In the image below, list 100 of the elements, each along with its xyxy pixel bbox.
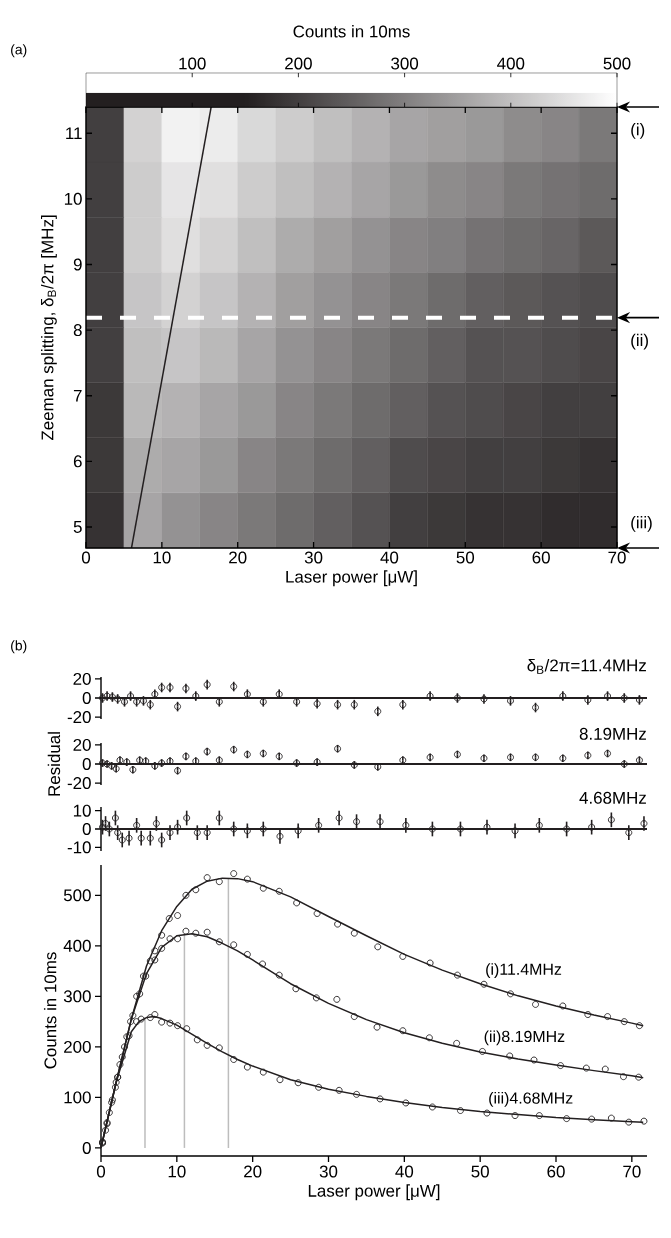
color-bar-label: 300 xyxy=(391,57,419,70)
point xyxy=(133,992,141,1000)
point xyxy=(174,1022,182,1030)
point xyxy=(625,1118,633,1126)
color-bar-label: 400 xyxy=(497,57,525,70)
point xyxy=(129,1012,137,1019)
y-axis-title: Zeeman splitting, δ$_{B}$/2π [MHz] xyxy=(41,215,57,441)
point xyxy=(335,1086,343,1094)
point xyxy=(118,1053,126,1061)
point xyxy=(142,972,150,980)
point xyxy=(183,1025,191,1033)
point xyxy=(111,814,119,822)
point xyxy=(276,1076,284,1084)
x-tick-label: 70 xyxy=(608,551,626,564)
y-axis-title: Residual xyxy=(47,732,61,796)
point xyxy=(353,1090,361,1098)
y-tick-label: 400 xyxy=(63,939,91,952)
point xyxy=(137,1015,145,1023)
x-tick-label: 10 xyxy=(168,1165,186,1178)
point xyxy=(294,1079,302,1087)
y-tick-label: 5 xyxy=(73,521,82,533)
y-tick-label: -20 xyxy=(67,711,91,724)
point xyxy=(293,899,301,907)
y-tick-label: 0 xyxy=(82,1141,91,1154)
chart-title: δ$_{B}$/2π=11.4MHz xyxy=(527,658,646,674)
point xyxy=(151,947,159,955)
y-tick-label: -20 xyxy=(67,777,91,790)
point xyxy=(402,821,410,829)
point xyxy=(334,920,342,928)
point xyxy=(146,957,154,965)
point xyxy=(137,834,145,842)
point xyxy=(152,820,160,827)
point xyxy=(111,1083,119,1091)
point xyxy=(350,929,358,937)
point xyxy=(557,1062,564,1070)
point xyxy=(559,1002,567,1010)
point xyxy=(532,1000,539,1008)
y-tick-label: 7 xyxy=(73,389,82,402)
point xyxy=(165,915,173,922)
x-tick-label: 70 xyxy=(623,1165,641,1178)
point xyxy=(399,1027,407,1035)
point xyxy=(140,972,147,980)
point xyxy=(315,1083,323,1091)
point xyxy=(620,1018,628,1026)
point xyxy=(112,1078,120,1086)
point xyxy=(108,1096,116,1104)
point xyxy=(158,931,166,939)
x-tick-label: 50 xyxy=(471,1165,489,1178)
point xyxy=(511,1112,519,1120)
point xyxy=(230,870,238,878)
point xyxy=(506,1052,514,1060)
point xyxy=(428,825,436,833)
point xyxy=(426,959,434,967)
point xyxy=(174,823,182,831)
point xyxy=(166,829,174,837)
x-tick-label: 50 xyxy=(456,551,475,564)
point xyxy=(192,929,200,937)
point xyxy=(215,1044,223,1052)
point xyxy=(457,825,464,833)
y-tick-label: 8 xyxy=(73,324,82,337)
x-tick-label: 40 xyxy=(395,1165,414,1178)
point xyxy=(174,912,182,919)
y-tick-label: 0 xyxy=(82,691,91,704)
point xyxy=(151,956,159,964)
y-tick-label: 10 xyxy=(64,192,82,205)
point xyxy=(292,985,300,993)
x-tick-label: 40 xyxy=(380,551,399,564)
point xyxy=(584,1011,592,1018)
point xyxy=(604,1013,612,1021)
series-label: (i)11.4MHz xyxy=(486,963,562,979)
x-axis-title: Laser power [μW] xyxy=(308,1184,440,1201)
point xyxy=(607,1114,615,1122)
point xyxy=(193,1036,201,1044)
color-bar-label: 200 xyxy=(285,57,312,70)
point xyxy=(146,834,154,842)
x-tick-label: 20 xyxy=(229,551,247,564)
point xyxy=(478,1047,486,1055)
y-tick-label: 10 xyxy=(73,804,91,817)
y-tick-label: 11 xyxy=(66,127,82,140)
point xyxy=(230,941,238,949)
point xyxy=(399,952,407,960)
point xyxy=(118,836,126,844)
point xyxy=(453,971,461,979)
point xyxy=(453,1039,461,1047)
point xyxy=(127,1018,135,1026)
point xyxy=(428,1103,436,1111)
point xyxy=(601,1065,609,1073)
point xyxy=(483,823,491,831)
point xyxy=(158,1018,166,1026)
point xyxy=(457,1107,464,1114)
point xyxy=(183,814,191,822)
point xyxy=(373,1023,381,1031)
point xyxy=(192,886,200,894)
point xyxy=(158,944,166,952)
point xyxy=(125,834,133,842)
point xyxy=(166,1019,174,1027)
point xyxy=(535,1112,543,1120)
color-bar-label: 500 xyxy=(603,57,631,70)
point xyxy=(133,1018,141,1026)
point xyxy=(588,823,596,831)
